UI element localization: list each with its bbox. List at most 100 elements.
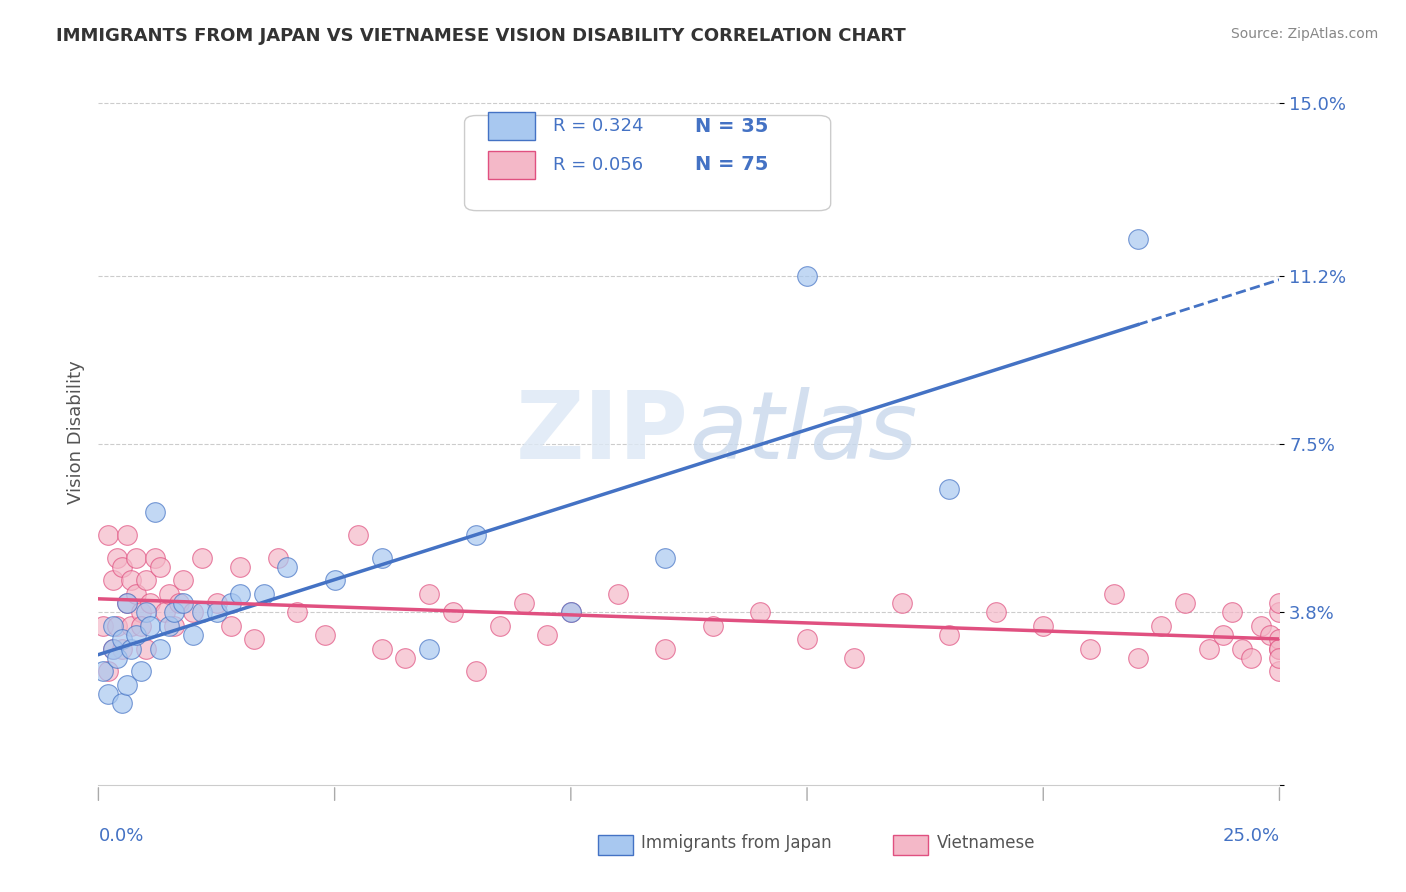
Point xyxy=(139,619,162,633)
Point xyxy=(796,268,818,283)
Point xyxy=(219,596,242,610)
Point xyxy=(143,550,166,565)
Point xyxy=(121,619,143,633)
Text: N = 35: N = 35 xyxy=(695,117,768,136)
Point xyxy=(101,641,124,656)
Point xyxy=(1268,665,1291,679)
Point xyxy=(371,641,394,656)
Text: Immigrants from Japan: Immigrants from Japan xyxy=(641,834,832,852)
Point xyxy=(1032,619,1054,633)
Point xyxy=(139,596,162,610)
Point xyxy=(1268,632,1291,647)
Point xyxy=(157,587,180,601)
Point xyxy=(938,628,960,642)
Text: Source: ZipAtlas.com: Source: ZipAtlas.com xyxy=(1230,27,1378,41)
Point xyxy=(181,628,204,642)
Point xyxy=(91,665,114,679)
Point xyxy=(205,605,228,619)
Point xyxy=(243,632,266,647)
Point xyxy=(97,528,120,542)
Point xyxy=(560,605,582,619)
Point xyxy=(796,632,818,647)
Point xyxy=(314,628,336,642)
Point xyxy=(984,605,1007,619)
Point xyxy=(253,587,276,601)
Point xyxy=(97,687,120,701)
Point xyxy=(105,650,128,665)
Point xyxy=(371,550,394,565)
Point xyxy=(125,587,148,601)
Point xyxy=(111,641,134,656)
Point xyxy=(129,665,152,679)
Point xyxy=(157,619,180,633)
Point xyxy=(1080,641,1102,656)
Point xyxy=(191,550,214,565)
Point xyxy=(323,574,346,588)
Point xyxy=(125,550,148,565)
Point xyxy=(418,641,440,656)
Point xyxy=(219,619,242,633)
Point xyxy=(276,559,298,574)
Point xyxy=(1102,587,1125,601)
Point xyxy=(441,605,464,619)
Text: 0.0%: 0.0% xyxy=(98,827,143,845)
Point xyxy=(607,587,630,601)
Bar xyxy=(488,151,536,179)
Point xyxy=(101,574,124,588)
Text: atlas: atlas xyxy=(689,387,917,478)
Point xyxy=(560,605,582,619)
Point xyxy=(105,619,128,633)
Point xyxy=(1230,641,1253,656)
Point xyxy=(205,596,228,610)
Point xyxy=(890,596,912,610)
Point xyxy=(111,696,134,710)
Point xyxy=(149,641,172,656)
Point xyxy=(654,641,676,656)
Point xyxy=(91,619,114,633)
Point xyxy=(111,559,134,574)
Point xyxy=(191,605,214,619)
Point xyxy=(1198,641,1220,656)
Point xyxy=(163,605,186,619)
Point xyxy=(1268,596,1291,610)
Y-axis label: Vision Disability: Vision Disability xyxy=(66,360,84,505)
Point xyxy=(1220,605,1243,619)
Point xyxy=(181,605,204,619)
Text: N = 75: N = 75 xyxy=(695,155,768,174)
Point xyxy=(172,574,194,588)
Text: 25.0%: 25.0% xyxy=(1222,827,1279,845)
Point xyxy=(125,628,148,642)
Text: Vietnamese: Vietnamese xyxy=(936,834,1035,852)
Point xyxy=(101,619,124,633)
Point xyxy=(285,605,308,619)
Point xyxy=(465,528,488,542)
Point xyxy=(267,550,290,565)
Bar xyxy=(488,112,536,140)
Point xyxy=(1174,596,1197,610)
Point xyxy=(1268,650,1291,665)
Point xyxy=(512,596,534,610)
Point xyxy=(1212,628,1234,642)
Point xyxy=(115,596,138,610)
Point xyxy=(172,596,194,610)
Point xyxy=(153,605,176,619)
Point xyxy=(129,605,152,619)
Text: IMMIGRANTS FROM JAPAN VS VIETNAMESE VISION DISABILITY CORRELATION CHART: IMMIGRANTS FROM JAPAN VS VIETNAMESE VISI… xyxy=(56,27,905,45)
Point xyxy=(135,641,157,656)
Point xyxy=(748,605,770,619)
Point xyxy=(111,632,134,647)
Point xyxy=(1268,641,1291,656)
Point xyxy=(938,483,960,497)
Point xyxy=(121,641,143,656)
Point xyxy=(129,619,152,633)
Point xyxy=(101,641,124,656)
Point xyxy=(143,505,166,519)
Point xyxy=(163,619,186,633)
Point xyxy=(105,550,128,565)
Point xyxy=(465,665,488,679)
Point xyxy=(1250,619,1272,633)
Point xyxy=(394,650,416,665)
Point xyxy=(1268,605,1291,619)
Point xyxy=(702,619,724,633)
Point xyxy=(115,678,138,692)
